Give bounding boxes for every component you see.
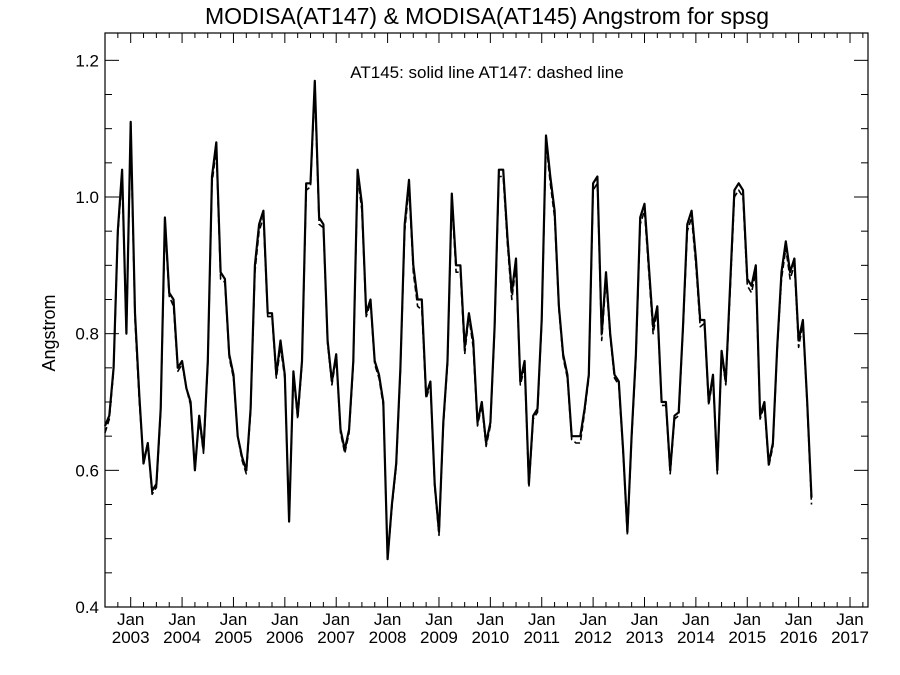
x-tick-month-label: Jan bbox=[579, 610, 606, 629]
x-tick-month-label: Jan bbox=[631, 610, 658, 629]
y-tick-label: 0.6 bbox=[75, 461, 99, 480]
x-tick-month-label: Jan bbox=[117, 610, 144, 629]
x-tick-year-label: 2013 bbox=[626, 628, 664, 647]
series-line-at147 bbox=[104, 86, 813, 561]
x-tick-month-label: Jan bbox=[425, 610, 452, 629]
x-tick-year-label: 2017 bbox=[831, 628, 869, 647]
x-tick-month-label: Jan bbox=[374, 610, 401, 629]
x-tick-year-label: 2005 bbox=[215, 628, 253, 647]
x-tick-year-label: 2010 bbox=[471, 628, 509, 647]
x-tick-month-label: Jan bbox=[168, 610, 195, 629]
x-tick-year-label: 2003 bbox=[112, 628, 150, 647]
x-tick-month-label: Jan bbox=[785, 610, 812, 629]
plot-frame bbox=[104, 32, 869, 608]
x-tick-year-label: 2004 bbox=[163, 628, 201, 647]
x-tick-month-label: Jan bbox=[323, 610, 350, 629]
chart-annotation: AT145: solid line AT147: dashed line bbox=[350, 63, 623, 82]
x-tick-year-label: 2016 bbox=[780, 628, 818, 647]
x-tick-year-label: 2008 bbox=[369, 628, 407, 647]
x-tick-month-label: Jan bbox=[271, 610, 298, 629]
chart-title: MODISA(AT147) & MODISA(AT145) Angstrom f… bbox=[205, 3, 769, 29]
y-tick-label: 1.0 bbox=[75, 188, 99, 207]
y-tick-label: 0.4 bbox=[75, 598, 99, 617]
y-axis-label: Angstrom bbox=[39, 294, 59, 371]
x-tick-year-label: 2015 bbox=[728, 628, 766, 647]
x-tick-year-label: 2012 bbox=[574, 628, 612, 647]
x-tick-year-label: 2006 bbox=[266, 628, 304, 647]
x-tick-month-label: Jan bbox=[528, 610, 555, 629]
y-tick-label: 0.8 bbox=[75, 325, 99, 344]
x-tick-year-label: 2007 bbox=[317, 628, 355, 647]
series-line-at145 bbox=[103, 79, 813, 561]
x-tick-month-label: Jan bbox=[477, 610, 504, 629]
x-tick-month-label: Jan bbox=[734, 610, 761, 629]
x-tick-month-label: Jan bbox=[220, 610, 247, 629]
x-tick-month-label: Jan bbox=[836, 610, 863, 629]
y-tick-label: 1.2 bbox=[75, 51, 99, 70]
x-tick-year-label: 2014 bbox=[677, 628, 715, 647]
x-tick-year-label: 2009 bbox=[420, 628, 458, 647]
x-tick-year-label: 2011 bbox=[523, 628, 560, 647]
x-tick-month-label: Jan bbox=[682, 610, 709, 629]
